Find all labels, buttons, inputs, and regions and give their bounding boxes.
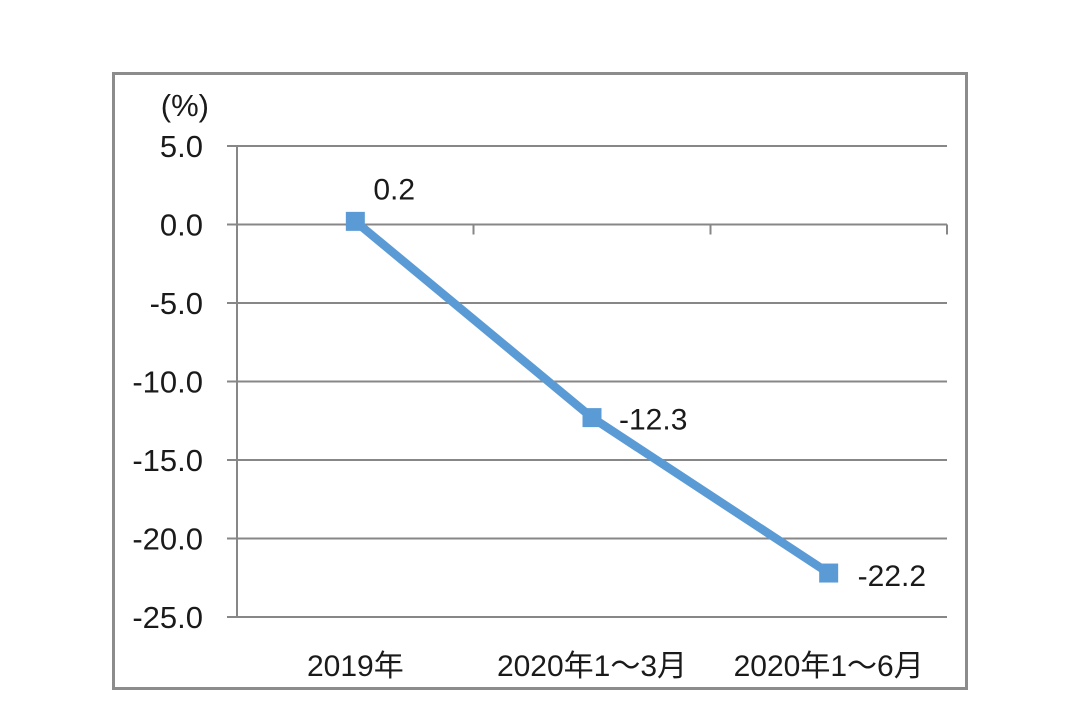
x-category-label: 2019年 xyxy=(307,650,404,683)
series-line xyxy=(352,218,831,577)
x-category-label: 2020年1～3月 xyxy=(497,650,687,683)
y-tick-label: -25.0 xyxy=(132,600,203,635)
y-tick-label: -20.0 xyxy=(132,522,203,557)
y-tick-label: 5.0 xyxy=(160,129,203,164)
x-category-label: 2020年1～6月 xyxy=(734,650,924,683)
data-point-marker xyxy=(819,563,839,583)
data-point-label: -22.2 xyxy=(858,560,926,593)
data-point-label: -12.3 xyxy=(619,404,687,437)
y-tick-label: -15.0 xyxy=(132,443,203,478)
y-axis-unit-label: (%) xyxy=(161,88,209,123)
y-tick-label: -5.0 xyxy=(150,286,203,321)
data-point-label: 0.2 xyxy=(373,173,415,206)
y-tick-label: -10.0 xyxy=(132,365,203,400)
y-tick-label: 0.0 xyxy=(160,208,203,243)
chart-frame-border xyxy=(112,72,968,690)
data-point-marker xyxy=(582,408,602,428)
data-point-marker xyxy=(345,211,365,231)
